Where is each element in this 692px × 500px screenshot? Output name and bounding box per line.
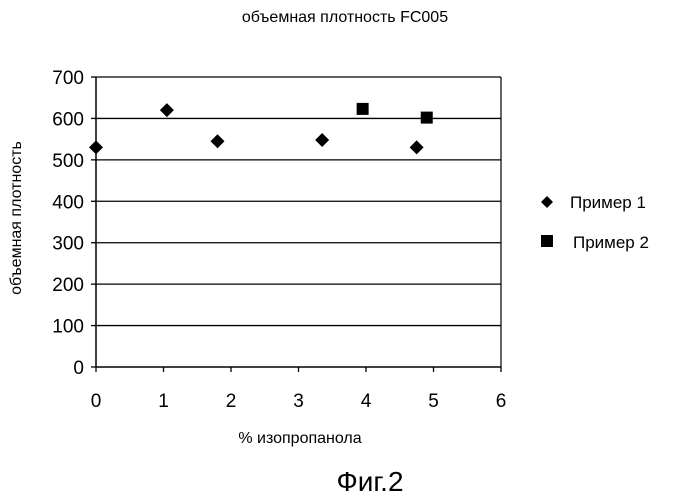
y-tick-label: 200 — [52, 275, 84, 296]
x-tick-label: 4 — [361, 391, 372, 412]
legend-diamond-icon — [541, 196, 553, 208]
y-tick-label: 500 — [52, 151, 84, 172]
y-tick-label: 600 — [52, 109, 84, 130]
point-s1-5 — [410, 140, 424, 154]
x-tick-label: 6 — [496, 391, 507, 412]
point-s1-3 — [211, 134, 225, 148]
point-s1-4 — [315, 133, 329, 147]
y-tick-labels: 0 100 200 300 400 500 600 700 — [52, 68, 84, 379]
x-axis-label: % изопропанола — [238, 430, 361, 447]
legend-label-series-2: Пример 2 — [573, 233, 649, 252]
point-s2-1 — [357, 103, 369, 115]
legend: Пример 1 Пример 2 — [541, 193, 649, 252]
x-tick-label: 0 — [91, 391, 102, 412]
x-tick-labels: 0 1 2 3 4 5 6 — [91, 391, 507, 412]
legend-square-icon — [541, 235, 553, 247]
legend-label-series-1: Пример 1 — [570, 193, 646, 212]
y-tick-label: 0 — [73, 358, 84, 379]
data-points — [89, 103, 433, 155]
x-tick-label: 5 — [428, 391, 439, 412]
y-tick-label: 300 — [52, 234, 84, 255]
grid-lines — [96, 77, 501, 326]
axes — [91, 77, 501, 372]
chart-title: объемная плотность FC005 — [242, 9, 448, 26]
point-s1-1 — [89, 140, 103, 154]
point-s1-2 — [160, 103, 174, 117]
y-axis-label: объемная плотность — [8, 141, 25, 295]
point-s2-2 — [421, 112, 433, 124]
figure-caption: Фиг.2 — [336, 466, 403, 497]
y-tick-label: 700 — [52, 68, 84, 89]
y-tick-label: 400 — [52, 192, 84, 213]
y-tick-label: 100 — [52, 317, 84, 338]
x-tick-label: 1 — [158, 391, 169, 412]
x-tick-label: 2 — [226, 391, 237, 412]
x-tick-label: 3 — [293, 391, 304, 412]
